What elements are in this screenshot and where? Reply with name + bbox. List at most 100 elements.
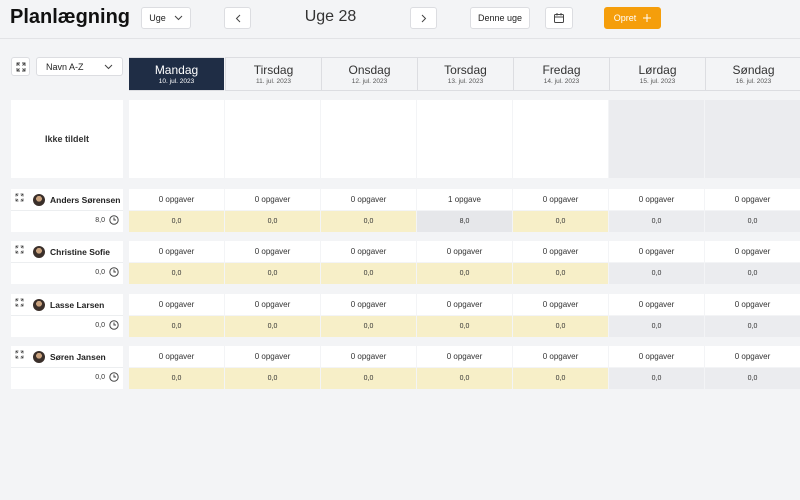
unassigned-cell[interactable] — [705, 100, 800, 178]
task-count[interactable]: 0 opgaver — [321, 189, 416, 210]
unassigned-cell[interactable] — [609, 100, 704, 178]
hours-cell[interactable]: 0,0 — [417, 315, 512, 337]
day-header[interactable]: Søndag 16. jul. 2023 — [705, 57, 800, 91]
task-count[interactable]: 0 opgaver — [225, 293, 320, 315]
calendar-button[interactable] — [545, 7, 573, 29]
expand-row[interactable] — [15, 245, 24, 254]
hours-cell[interactable]: 0,0 — [129, 211, 224, 232]
day-date: 10. jul. 2023 — [158, 78, 195, 85]
task-count[interactable]: 0 opgaver — [321, 293, 416, 315]
prev-week[interactable] — [224, 7, 251, 29]
task-count[interactable]: 0 opgaver — [129, 189, 224, 210]
task-count[interactable]: 0 opgaver — [705, 241, 800, 263]
hours-cell[interactable]: 0,0 — [321, 315, 416, 337]
hours-cell[interactable]: 0,0 — [321, 211, 416, 232]
hours-cell[interactable]: 0,0 — [225, 211, 320, 232]
hours-cell[interactable]: 0,0 — [225, 368, 320, 390]
day-date: 14. jul. 2023 — [543, 78, 580, 85]
employee-cell: Søren Jansen 0,0 — [11, 346, 123, 390]
expand-all[interactable] — [11, 57, 30, 76]
task-count[interactable]: 0 opgaver — [129, 293, 224, 315]
hours-cell[interactable]: 0,0 — [609, 263, 704, 285]
employee-name: Anders Sørensen — [50, 195, 121, 205]
chevron-down — [174, 15, 183, 21]
view-select[interactable]: Uge — [141, 7, 191, 29]
task-count[interactable]: 0 opgaver — [129, 346, 224, 368]
task-count[interactable]: 0 opgaver — [513, 346, 608, 368]
day-date: 16. jul. 2023 — [735, 78, 772, 85]
expand-row[interactable] — [15, 350, 24, 359]
task-count[interactable]: 0 opgaver — [705, 293, 800, 315]
hours-cell[interactable]: 0,0 — [705, 368, 800, 390]
unassigned-cell[interactable] — [225, 100, 320, 178]
day-name: Tirsdag — [253, 63, 294, 77]
create-button-label: Opret — [613, 13, 637, 23]
hours-cell[interactable]: 0,0 — [417, 263, 512, 285]
task-count[interactable]: 0 opgaver — [417, 293, 512, 315]
today-button[interactable]: Denne uge — [470, 7, 530, 29]
employee-cell: Lasse Larsen 0,0 — [11, 293, 123, 337]
task-count[interactable]: 0 opgaver — [513, 189, 608, 210]
task-count[interactable]: 0 opgaver — [513, 241, 608, 263]
hours-cell[interactable]: 0,0 — [513, 211, 608, 232]
task-count[interactable]: 0 opgaver — [321, 346, 416, 368]
sort-select[interactable]: Navn A-Z — [36, 57, 123, 76]
hours-cell[interactable]: 0,0 — [417, 368, 512, 390]
hours-cell[interactable]: 0,0 — [705, 211, 800, 232]
task-count[interactable]: 0 opgaver — [225, 346, 320, 368]
hours-cell[interactable]: 0,0 — [225, 263, 320, 285]
hours-cell[interactable]: 0,0 — [705, 263, 800, 285]
task-count[interactable]: 0 opgaver — [609, 346, 704, 368]
task-count[interactable]: 0 opgaver — [705, 189, 800, 210]
hours-cell[interactable]: 0,0 — [129, 368, 224, 390]
hours-cell[interactable]: 0,0 — [513, 315, 608, 337]
day-header[interactable]: Lørdag 15. jul. 2023 — [609, 57, 705, 91]
task-count[interactable]: 0 opgaver — [609, 189, 704, 210]
task-count[interactable]: 0 opgaver — [417, 346, 512, 368]
day-name: Torsdag — [444, 63, 487, 77]
task-count[interactable]: 0 opgaver — [705, 346, 800, 368]
unassigned-cell[interactable] — [321, 100, 416, 178]
hours-cell[interactable]: 0,0 — [129, 315, 224, 337]
expand-row[interactable] — [15, 298, 24, 307]
view-select-label: Uge — [149, 13, 166, 23]
day-header[interactable]: Tirsdag 11. jul. 2023 — [225, 57, 321, 91]
day-date: 12. jul. 2023 — [351, 78, 388, 85]
unassigned-cell[interactable] — [417, 100, 512, 178]
next-week[interactable] — [410, 7, 437, 29]
hours-cell[interactable]: 0,0 — [321, 368, 416, 390]
hours-cell[interactable]: 0,0 — [705, 315, 800, 337]
week-label: Uge 28 — [304, 8, 357, 25]
task-count[interactable]: 0 opgaver — [417, 241, 512, 263]
chevron-left — [235, 14, 240, 22]
create-button[interactable]: Opret — [604, 7, 661, 29]
hours-cell[interactable]: 0,0 — [513, 368, 608, 390]
task-count[interactable]: 1 opgave — [417, 189, 512, 210]
hours-cell[interactable]: 0,0 — [513, 263, 608, 285]
day-header[interactable]: Onsdag 12. jul. 2023 — [321, 57, 417, 91]
unassigned-cell[interactable] — [513, 100, 608, 178]
day-header[interactable]: Mandag 10. jul. 2023 — [129, 57, 224, 91]
hours-cell[interactable]: 0,0 — [609, 211, 704, 232]
hours-cell[interactable]: 8,0 — [417, 211, 512, 232]
hours-cell[interactable]: 0,0 — [609, 368, 704, 390]
topbar: Planlægning Uge Uge 28 Denne uge Opret — [0, 0, 800, 39]
task-count[interactable]: 0 opgaver — [513, 293, 608, 315]
day-header[interactable]: Fredag 14. jul. 2023 — [513, 57, 609, 91]
hours-cell[interactable]: 0,0 — [321, 263, 416, 285]
task-count[interactable]: 0 opgaver — [321, 241, 416, 263]
day-header[interactable]: Torsdag 13. jul. 2023 — [417, 57, 513, 91]
employee-name: Christine Sofie — [50, 247, 110, 258]
expand-row[interactable] — [15, 193, 24, 202]
employee-total: 8,0 — [95, 217, 105, 224]
unassigned-cell[interactable] — [129, 100, 224, 178]
task-count[interactable]: 0 opgaver — [609, 241, 704, 263]
task-count[interactable]: 0 opgaver — [129, 241, 224, 263]
hours-cell[interactable]: 0,0 — [129, 263, 224, 285]
hours-cell[interactable]: 0,0 — [225, 315, 320, 337]
task-count[interactable]: 0 opgaver — [225, 241, 320, 263]
page-title: Planlægning — [10, 6, 130, 28]
task-count[interactable]: 0 opgaver — [609, 293, 704, 315]
hours-cell[interactable]: 0,0 — [609, 315, 704, 337]
task-count[interactable]: 0 opgaver — [225, 189, 320, 210]
